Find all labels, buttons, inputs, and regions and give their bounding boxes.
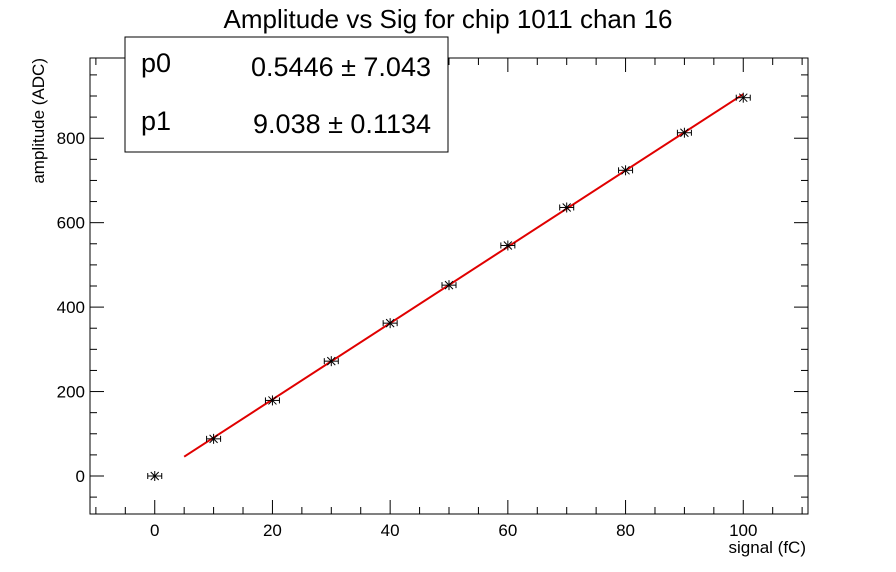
y-tick-label: 400 [57, 298, 85, 317]
data-point [500, 240, 516, 251]
x-tick-label: 0 [150, 521, 159, 540]
y-tick-label: 600 [57, 214, 85, 233]
y-axis: 0 200 400 600 800 [57, 74, 808, 498]
y-tick-label: 200 [57, 383, 85, 402]
data-point [382, 318, 398, 329]
stats-p0-value: 0.5446 ± 7.043 [251, 52, 431, 82]
data-point [676, 127, 692, 138]
y-axis-title: amplitude (ADC) [29, 58, 48, 184]
x-tick-label: 60 [498, 521, 517, 540]
data-point [323, 356, 339, 367]
data-point [735, 92, 751, 103]
data-point [206, 433, 222, 444]
x-tick-label: 40 [381, 521, 400, 540]
stats-p1-value: 9.038 ± 0.1134 [253, 109, 431, 139]
fit-stats-box: p0 0.5446 ± 7.043 p1 9.038 ± 0.1134 [124, 36, 449, 153]
fit-line-layer [183, 93, 744, 458]
data-point [147, 471, 163, 481]
stats-p0-name: p0 [141, 48, 171, 78]
chart-title: Amplitude vs Sig for chip 1011 chan 16 [223, 4, 672, 34]
stats-p1-name: p1 [141, 106, 171, 136]
data-point [264, 395, 280, 406]
data-point [618, 165, 634, 176]
data-point [441, 280, 457, 291]
x-axis-title: signal (fC) [729, 538, 806, 557]
y-tick-label: 800 [57, 129, 85, 148]
x-tick-label: 20 [263, 521, 282, 540]
data-point [559, 202, 575, 213]
stats-box-border [124, 36, 449, 153]
y-tick-label: 0 [76, 467, 85, 486]
data-points-layer [147, 92, 751, 481]
x-tick-label: 100 [729, 521, 757, 540]
fit-line [183, 93, 744, 458]
x-tick-label: 80 [616, 521, 635, 540]
